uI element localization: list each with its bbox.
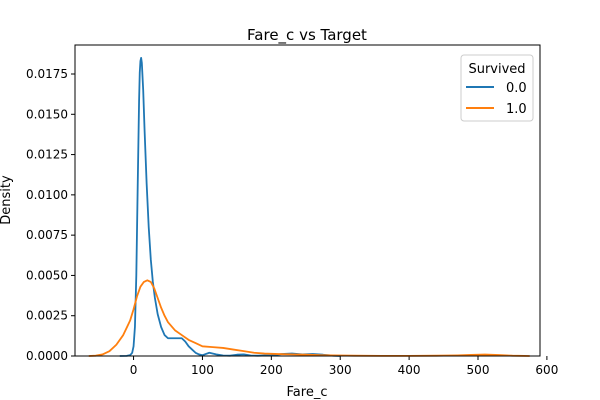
x-tick-label: 400	[398, 363, 421, 377]
y-axis-label: Density	[0, 175, 14, 225]
x-tick-label: 200	[260, 363, 283, 377]
y-tick-label: 0.0125	[26, 148, 68, 162]
legend: Survived 0.0 1.0	[460, 54, 534, 122]
x-tick-label: 0	[130, 363, 138, 377]
plot-area-frame	[74, 44, 541, 357]
x-tick-label: 600	[535, 363, 558, 377]
legend-label-1: 1.0	[506, 102, 527, 117]
x-tick-label: 300	[329, 363, 352, 377]
y-tick-label: 0.0150	[26, 107, 68, 121]
y-tick-label: 0.0175	[26, 67, 68, 81]
y-tick-label: 0.0000	[26, 349, 68, 363]
y-tick-label: 0.0050	[26, 268, 68, 282]
y-tick-label: 0.0075	[26, 228, 68, 242]
x-tick-label: 500	[467, 363, 490, 377]
x-tick-label: 100	[191, 363, 214, 377]
chart-title: Fare_c vs Target	[247, 26, 367, 45]
y-axis-ticks: 0.0000 0.0025 0.0050 0.0075 0.0100 0.0125 0.01…	[26, 67, 75, 363]
legend-title: Survived	[468, 62, 525, 77]
x-axis-label: Fare_c	[287, 385, 328, 400]
y-tick-label: 0.0100	[26, 188, 68, 202]
y-tick-label: 0.0025	[26, 309, 68, 323]
legend-box	[460, 54, 534, 122]
legend-label-0: 0.0	[506, 81, 527, 96]
